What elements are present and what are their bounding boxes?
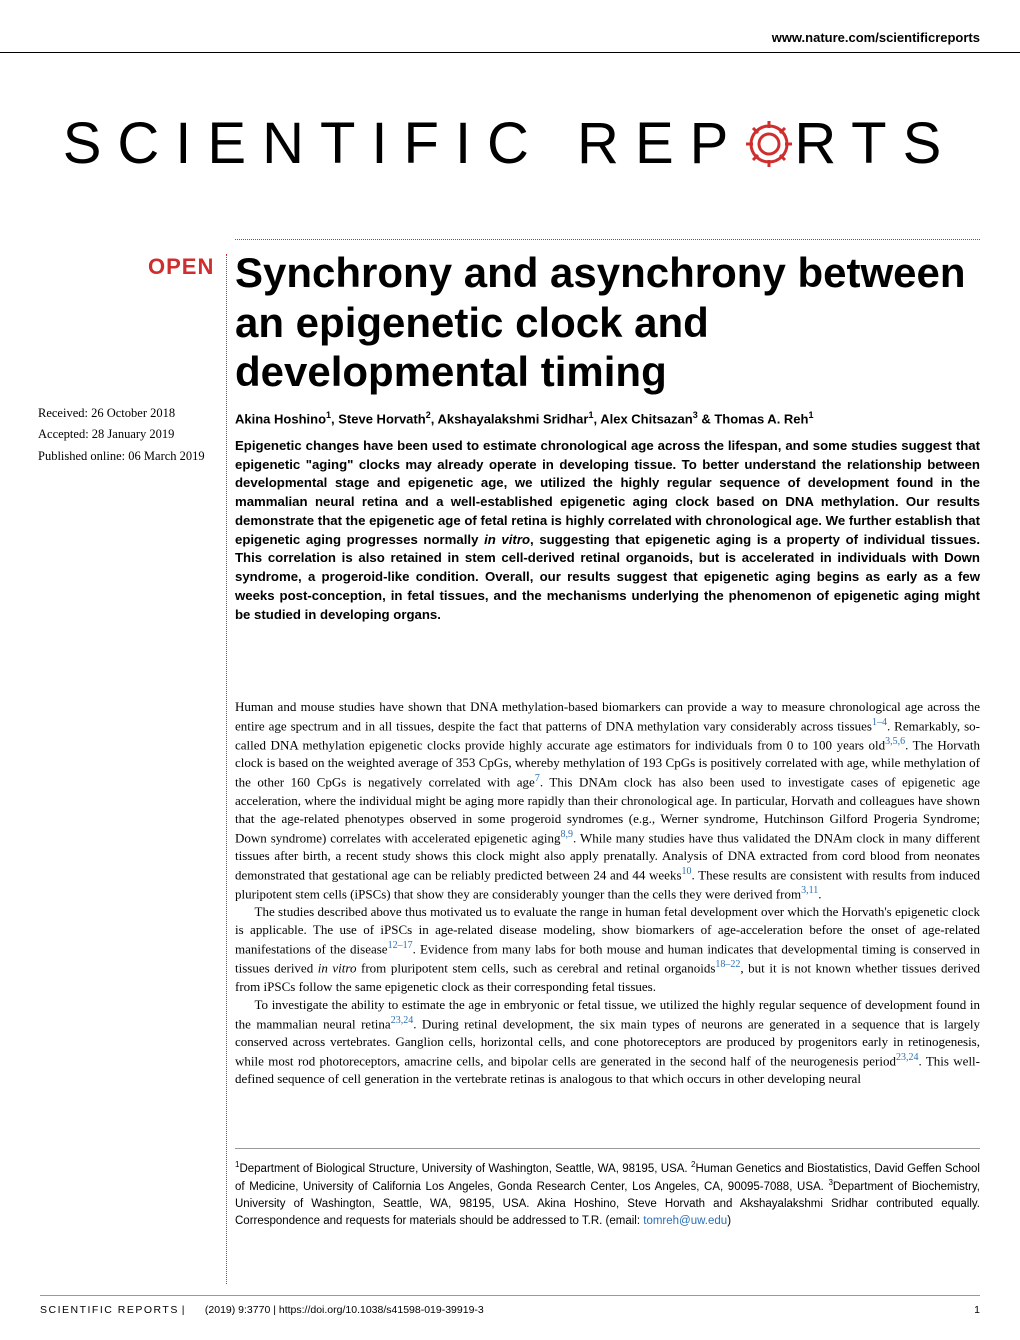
top-dotted-rule — [235, 239, 980, 240]
body-text: Human and mouse studies have shown that … — [235, 698, 980, 1088]
paragraph-3: To investigate the ability to estimate t… — [235, 996, 980, 1088]
logo-text-before: SCIENTIFIC REP — [63, 110, 745, 177]
journal-url[interactable]: www.nature.com/scientificreports — [772, 30, 980, 45]
ref-link[interactable]: 12–17 — [388, 940, 413, 951]
header-rule — [0, 52, 1020, 53]
open-access-badge: OPEN — [148, 254, 214, 280]
paragraph-1: Human and mouse studies have shown that … — [235, 698, 980, 903]
affiliations: 1Department of Biological Structure, Uni… — [235, 1148, 980, 1229]
accepted-date: Accepted: 28 January 2019 — [38, 424, 223, 445]
page-footer: SCIENTIFIC REPORTS | (2019) 9:3770 | htt… — [40, 1295, 980, 1316]
ref-link[interactable]: 3,5,6 — [885, 736, 905, 747]
ref-link[interactable]: 8,9 — [561, 829, 574, 840]
footer-journal: SCIENTIFIC REPORTS — [40, 1304, 179, 1316]
page-number: 1 — [974, 1304, 980, 1316]
gear-icon — [742, 117, 796, 171]
journal-logo: SCIENTIFIC REP RTS — [40, 110, 980, 177]
abstract: Epigenetic changes have been used to est… — [235, 437, 980, 624]
published-date: Published online: 06 March 2019 — [38, 446, 223, 467]
ref-link[interactable]: 3,11 — [801, 885, 818, 896]
ref-link[interactable]: 10 — [682, 866, 692, 877]
email-link[interactable]: tomreh@uw.edu — [643, 1215, 727, 1227]
ref-link[interactable]: 23,24 — [896, 1052, 919, 1063]
ref-link[interactable]: 1–4 — [872, 717, 887, 728]
footer-citation: (2019) 9:3770 | https://doi.org/10.1038/… — [205, 1304, 484, 1316]
ref-link[interactable]: 23,24 — [391, 1015, 414, 1026]
article-title: Synchrony and asynchrony between an epig… — [235, 248, 980, 397]
logo-text-after: RTS — [794, 110, 957, 177]
ref-link[interactable]: 18–22 — [715, 959, 740, 970]
received-date: Received: 26 October 2018 — [38, 403, 223, 424]
paragraph-2: The studies described above thus motivat… — [235, 903, 980, 995]
left-dotted-rule — [226, 254, 227, 1284]
author-list: Akina Hoshino1, Steve Horvath2, Akshayal… — [235, 409, 980, 429]
article-meta: Received: 26 October 2018 Accepted: 28 J… — [38, 403, 223, 467]
